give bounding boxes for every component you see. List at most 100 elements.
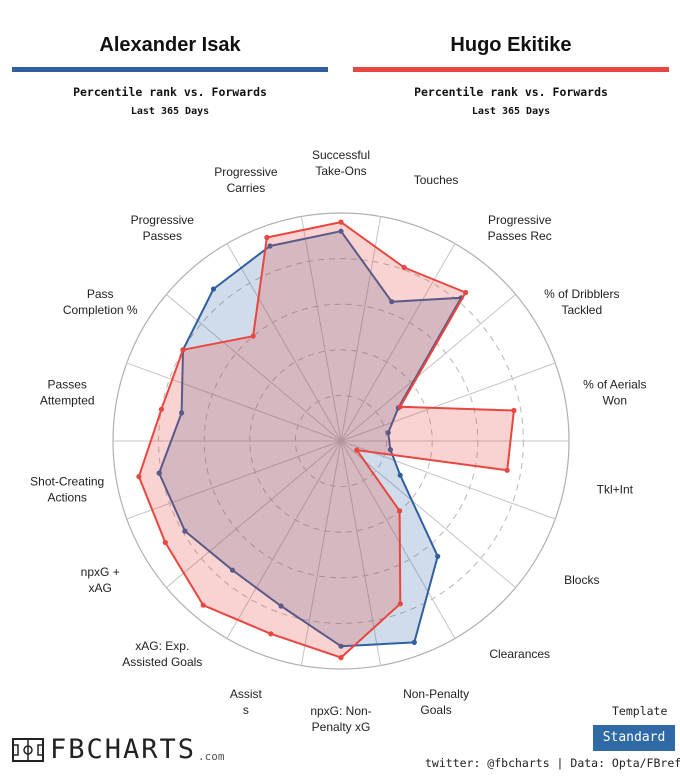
data-point <box>250 333 256 339</box>
axis-label: Progressive Passes Rec <box>488 213 552 243</box>
axis-label-line: npxG + <box>81 565 120 579</box>
data-point <box>387 447 393 453</box>
data-point <box>397 472 403 478</box>
data-point <box>200 602 206 608</box>
axis-label-line: Clearances <box>489 647 550 661</box>
data-point <box>182 528 188 534</box>
axis-label-line: Tackled <box>561 303 602 317</box>
pitch-icon <box>12 738 44 762</box>
axis-label: Progressive Passes <box>131 213 195 243</box>
player-1-period: Last 365 Days <box>130 106 210 117</box>
player-2-period: Last 365 Days <box>471 106 551 117</box>
axis-label-line: % of Aerials <box>583 378 646 392</box>
axis-label-line: Assisted Goals <box>122 655 202 669</box>
axis-label-line: Actions <box>48 490 87 504</box>
data-point <box>180 347 186 353</box>
axis-label-line: Shot-Creating <box>30 474 104 488</box>
player-2-color-bar <box>353 67 669 72</box>
axis-label-line: Attempted <box>40 394 95 408</box>
axis-label-line: Passes <box>143 229 182 243</box>
axis-label: Clearances <box>489 647 550 661</box>
sector-line <box>340 440 456 639</box>
sector-line <box>300 440 342 666</box>
axis-label-line: Progressive <box>488 213 552 227</box>
axis-label: xAG: Exp. Assisted Goals <box>122 639 202 669</box>
sector-line <box>166 294 342 442</box>
axis-label-line: Successful <box>312 148 370 162</box>
footer-credits: twitter: @fbcharts | Data: Opta/FBref <box>425 756 680 770</box>
data-point <box>401 264 407 271</box>
data-point <box>179 410 185 416</box>
axis-label-line: Passes <box>48 378 87 392</box>
template-label: Template <box>612 704 668 718</box>
axis-label-line: Completion % <box>63 303 138 317</box>
data-point <box>504 467 510 473</box>
axis-label: Non-Penalty Goals <box>403 687 469 717</box>
data-point <box>264 234 270 241</box>
axis-label-line: Goals <box>420 703 451 717</box>
axis-label-line: xAG: Exp. <box>135 639 189 653</box>
axis-label-line: Pass <box>87 287 114 301</box>
axis-label: Blocks <box>564 573 599 587</box>
data-point <box>156 470 162 476</box>
fbcharts-logo: FBCHARTS .com <box>12 735 225 765</box>
data-point <box>435 553 441 559</box>
axis-label: Tkl+Int <box>597 482 634 496</box>
data-point <box>162 539 168 546</box>
axis-label-line: xAG <box>89 581 112 595</box>
series-1 <box>156 228 464 649</box>
data-point <box>229 567 236 573</box>
data-point <box>397 508 403 514</box>
data-point <box>389 299 395 305</box>
axis-label: Shot-Creating Actions <box>30 474 104 504</box>
axis-label: npxG: Non- Penalty xG <box>310 704 371 734</box>
axis-label: npxG + xAG <box>81 565 120 595</box>
template-standard-button[interactable]: Standard <box>593 725 675 751</box>
axis-label-line: Take-Ons <box>315 164 366 178</box>
data-point <box>268 631 274 637</box>
data-point <box>158 406 164 412</box>
axis-label: Passes Attempted <box>40 378 95 408</box>
logo-wordmark: FBCHARTS <box>50 734 197 765</box>
axis-label-line: Carries <box>227 181 266 195</box>
data-point <box>338 655 344 661</box>
data-point <box>354 447 360 453</box>
data-point <box>338 219 344 225</box>
data-point <box>210 286 217 292</box>
axis-label-line: s <box>243 703 249 717</box>
axis-label: Touches <box>414 173 459 187</box>
data-point <box>385 430 391 436</box>
axis-label-line: Touches <box>414 173 459 187</box>
sector-line <box>340 362 556 442</box>
sector-line <box>166 440 342 588</box>
sector-line <box>340 243 456 442</box>
sector-line <box>340 216 382 442</box>
data-point <box>338 228 344 234</box>
sector-line <box>300 216 342 442</box>
player-2-name: Hugo Ekitike <box>450 34 572 56</box>
sector-line <box>340 440 556 520</box>
sector-line <box>226 440 342 639</box>
data-point <box>278 603 284 609</box>
axis-label-line: npxG: Non- <box>310 704 371 718</box>
sector-line <box>340 294 516 442</box>
axis-label-line: % of Dribblers <box>544 287 619 301</box>
axis-label-line: Assist <box>230 687 263 701</box>
data-point <box>511 407 517 414</box>
axis-label-line: Tkl+Int <box>597 482 634 496</box>
sector-line <box>340 440 516 588</box>
sector-line <box>226 243 342 442</box>
series-2 <box>136 219 517 661</box>
data-point <box>463 289 469 296</box>
axis-label-line: Non-Penalty <box>403 687 469 701</box>
axis-label: Successful Take-Ons <box>312 148 370 178</box>
axis-label: Assist s <box>230 687 263 717</box>
data-point <box>136 474 142 480</box>
axis-label-line: Passes Rec <box>488 229 552 243</box>
sector-line <box>126 440 342 520</box>
axis-label: Pass Completion % <box>63 287 138 317</box>
player-1-subtitle: Percentile rank vs. Forwards <box>73 85 267 99</box>
axis-label-line: Won <box>603 394 627 408</box>
player-1-name: Alexander Isak <box>99 34 241 56</box>
